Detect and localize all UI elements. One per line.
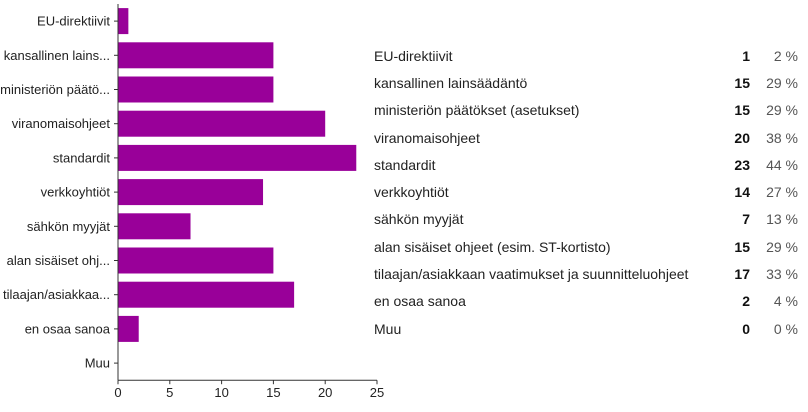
x-tick-label: 5 <box>166 385 173 400</box>
summary-percentage: 13 % <box>766 211 798 228</box>
bar <box>118 110 326 137</box>
y-axis-label: standardit <box>53 150 110 165</box>
x-tick-label: 20 <box>318 385 332 400</box>
bar <box>118 213 191 240</box>
summary-percentage: 33 % <box>766 266 798 283</box>
y-axis-label: viranomaisohjeet <box>12 116 111 131</box>
summary-category: alan sisäiset ohjeet (esim. ST-kortisto) <box>374 238 611 255</box>
summary-count: 15 <box>734 102 750 119</box>
summary-count: 1 <box>742 47 750 64</box>
summary-percentage: 29 % <box>766 102 798 119</box>
summary-row: viranomaisohjeet 20 38 % <box>374 124 798 151</box>
summary-count: 2 <box>742 293 750 310</box>
summary-category: sähkön myyjät <box>374 211 464 228</box>
bar <box>118 42 274 69</box>
summary-category: kansallinen lainsäädäntö <box>374 74 528 91</box>
summary-count: 23 <box>734 156 750 173</box>
bar <box>118 179 264 206</box>
summary-count: 14 <box>734 184 750 201</box>
summary-count: 20 <box>734 129 750 146</box>
bar <box>118 76 274 103</box>
summary-percentage: 27 % <box>766 184 798 201</box>
y-axis-label: kansallinen lains... <box>4 48 110 63</box>
bar <box>118 144 357 171</box>
summary-category: standardit <box>374 156 436 173</box>
summary-category: Muu <box>374 320 402 337</box>
summary-row: kansallinen lainsäädäntö 15 29 % <box>374 69 798 96</box>
x-tick-label: 15 <box>266 385 280 400</box>
summary-category: EU-direktiivit <box>374 47 453 64</box>
summary-category: tilaajan/asiakkaan vaatimukset ja suunni… <box>374 266 689 283</box>
summary-percentage: 0 % <box>773 320 798 337</box>
x-tick-label: 0 <box>114 385 121 400</box>
y-axis-label: EU-direktiivit <box>37 14 110 29</box>
y-axis-label: Muu <box>85 356 110 371</box>
y-axis-label: ministeriön päätö... <box>0 82 110 97</box>
summary-category: ministeriön päätökset (asetukset) <box>374 102 580 119</box>
bars-layer <box>118 8 357 342</box>
summary-table: EU-direktiivit 1 2 % kansallinen lainsäädän… <box>374 42 798 342</box>
summary-count: 15 <box>734 238 750 255</box>
summary-percentage: 29 % <box>766 74 798 91</box>
bar <box>118 8 129 35</box>
summary-count: 0 <box>742 320 750 337</box>
summary-percentage: 2 % <box>773 47 798 64</box>
x-axis-ticks: 0 5 10 15 20 25 <box>114 380 384 400</box>
summary-percentage: 38 % <box>766 129 798 146</box>
summary-row: tilaajan/asiakkaan vaatimukset ja suunni… <box>374 260 798 287</box>
bar <box>118 315 139 342</box>
summary-count: 17 <box>734 266 750 283</box>
y-axis-label: sähkön myyjät <box>27 219 110 234</box>
summary-percentage: 29 % <box>766 238 798 255</box>
y-axis-label: en osaa sanoa <box>25 321 111 336</box>
summary-category: verkkoyhtiöt <box>374 184 449 201</box>
summary-row: sähkön myyjät 7 13 % <box>374 206 798 233</box>
x-tick-label: 25 <box>370 385 384 400</box>
y-axis-label: verkkoyhtiöt <box>41 185 111 200</box>
summary-percentage: 4 % <box>773 293 798 310</box>
y-axis-labels: EU-direktiivit kansallinen lains... minist… <box>0 14 118 371</box>
x-tick-label: 10 <box>214 385 228 400</box>
summary-count: 15 <box>734 74 750 91</box>
summary-row: en osaa sanoa 2 4 % <box>374 288 798 315</box>
bar <box>118 247 274 274</box>
summary-percentage: 44 % <box>766 156 798 173</box>
summary-row: alan sisäiset ohjeet (esim. ST-kortisto)… <box>374 233 798 260</box>
summary-row: ministeriön päätökset (asetukset) 15 29 % <box>374 97 798 124</box>
summary-category: en osaa sanoa <box>374 293 466 310</box>
summary-row: Muu 0 0 % <box>374 315 798 342</box>
summary-row: EU-direktiivit 1 2 % <box>374 42 798 69</box>
bar <box>118 281 295 308</box>
summary-category: viranomaisohjeet <box>374 129 480 146</box>
summary-row: standardit 23 44 % <box>374 151 798 178</box>
y-axis-label: alan sisäiset ohj... <box>7 253 110 268</box>
summary-count: 7 <box>742 211 750 228</box>
summary-row: verkkoyhtiöt 14 27 % <box>374 178 798 205</box>
y-axis-label: tilaajan/asiakkaa... <box>3 287 110 302</box>
